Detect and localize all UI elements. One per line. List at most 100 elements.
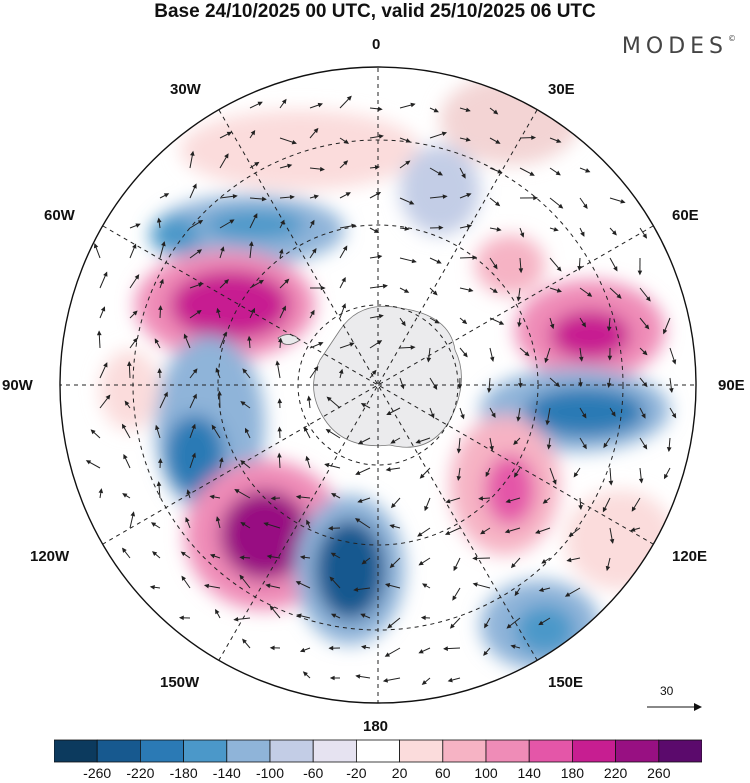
- wind-vector-head: [233, 616, 239, 622]
- wind-vector-head: [556, 288, 562, 293]
- wind-vector-head: [616, 293, 622, 299]
- wind-vector-head: [577, 265, 582, 271]
- antarctica-coastline: [313, 305, 462, 448]
- wind-vector-head: [609, 538, 615, 544]
- wind-vector-head: [400, 383, 405, 390]
- wind-vector-head: [517, 322, 522, 328]
- wind-vector-head: [239, 574, 245, 580]
- wind-vector-head: [248, 241, 254, 247]
- wind-vector-head: [553, 227, 559, 232]
- lon-label-0: 0: [372, 36, 381, 53]
- wind-vector-head: [269, 605, 275, 611]
- wind-vector-head: [496, 227, 502, 232]
- wind-vector-head: [196, 309, 202, 315]
- wind-vector-head: [390, 439, 396, 444]
- wind-vector-head: [261, 196, 267, 202]
- wind-vector-head: [242, 638, 247, 644]
- wind-vector-head: [329, 576, 335, 582]
- colorbar-tick-label: -60: [303, 765, 324, 781]
- wind-vector-head: [497, 169, 503, 174]
- wind-vector-head: [215, 608, 220, 615]
- colorbar-box: [96, 739, 141, 763]
- wind-vector-head: [535, 529, 541, 534]
- wind-vector-head: [465, 107, 471, 113]
- wind-vector-head: [326, 396, 332, 402]
- wind-vector-head: [377, 106, 383, 112]
- wind-vector-head: [461, 319, 468, 325]
- wind-vector-head: [641, 413, 646, 419]
- wind-vector-head: [226, 131, 232, 137]
- lon-label-120e: 120E: [672, 548, 708, 565]
- wind-vector-head: [434, 319, 440, 324]
- colorbar-tick-label: 180: [560, 765, 585, 781]
- wind-vector-head: [410, 102, 416, 108]
- wind-vector-head: [630, 527, 636, 532]
- wind-vector-head: [514, 590, 520, 597]
- wind-vector-head: [445, 498, 451, 504]
- wind-vector-head: [281, 305, 286, 311]
- colorbar-tick-label: -220: [126, 765, 155, 781]
- wind-vector-head: [295, 494, 301, 500]
- wind-vector-head: [552, 479, 557, 485]
- wind-vector-head: [191, 423, 196, 430]
- wind-vector-head: [405, 160, 411, 166]
- wind-vector-head: [489, 356, 495, 362]
- colorbar-ticks: -260 -220 -180 -140 -100 -60 -20 20 60 100 140 180 2…: [0, 765, 750, 783]
- wind-vector-head: [302, 671, 308, 677]
- wind-vector-head: [671, 359, 677, 365]
- graticule: [60, 67, 696, 703]
- lon-label-60w: 60W: [44, 207, 75, 224]
- wind-vector-head: [306, 395, 312, 401]
- wind-vector-head: [456, 448, 462, 454]
- colorbar-box: [54, 739, 98, 763]
- wind-vector-head: [320, 285, 326, 291]
- wind-vector-head: [319, 166, 325, 172]
- wind-vector-head: [185, 517, 190, 523]
- colorbar: [54, 739, 702, 763]
- colorbar-box: [528, 739, 573, 763]
- wind-vector-head: [421, 583, 428, 588]
- wind-vector-head: [389, 563, 395, 569]
- anomaly-area: [485, 455, 535, 525]
- wind-vector-head: [461, 173, 466, 179]
- chart-title: Base 24/10/2025 00 UTC, valid 25/10/2025…: [154, 1, 596, 22]
- wind-vector-head: [466, 224, 473, 229]
- colorbar-tick-label: 60: [435, 765, 451, 781]
- wind-vector-head: [355, 674, 361, 679]
- wind-vector-head: [239, 555, 245, 560]
- wind-vector-head: [426, 357, 432, 363]
- wind-vector-head: [299, 647, 306, 653]
- wind-vector-head: [303, 426, 309, 432]
- wind-vector-head: [376, 340, 383, 345]
- colorbar-box: [312, 739, 357, 763]
- wind-vector-head: [100, 306, 106, 312]
- wind-vector-head: [150, 522, 157, 527]
- colorbar-tick-label: -260: [83, 765, 112, 781]
- wind-vector-head: [478, 496, 484, 501]
- wind-vector-head: [342, 245, 348, 251]
- wind-vector-head: [558, 203, 564, 209]
- wind-vector-head: [442, 194, 448, 199]
- wind-vector-head: [155, 424, 160, 431]
- wind-vector-head: [203, 583, 210, 589]
- wind-vector-head: [671, 413, 677, 419]
- wind-vector-head: [419, 473, 425, 479]
- wind-vector-head: [462, 352, 468, 358]
- wind-vector-head: [578, 382, 583, 388]
- wind-vector-head: [491, 412, 496, 418]
- wind-vector-head: [666, 447, 672, 453]
- wind-vector-head: [219, 457, 224, 463]
- wind-vector-head: [505, 498, 511, 504]
- wind-vector-head: [215, 516, 221, 522]
- wind-vector-head: [196, 249, 203, 254]
- wind-vector-head: [159, 278, 164, 284]
- wind-vector-head: [346, 95, 352, 101]
- wind-vector-head: [457, 384, 463, 390]
- wind-vector-head: [353, 587, 359, 592]
- wind-vector-head: [93, 242, 99, 249]
- wind-vector-head: [538, 587, 544, 592]
- colorbar-tick-label: 100: [474, 765, 498, 781]
- wind-vector-head: [209, 553, 216, 559]
- wind-vector-head: [258, 279, 264, 285]
